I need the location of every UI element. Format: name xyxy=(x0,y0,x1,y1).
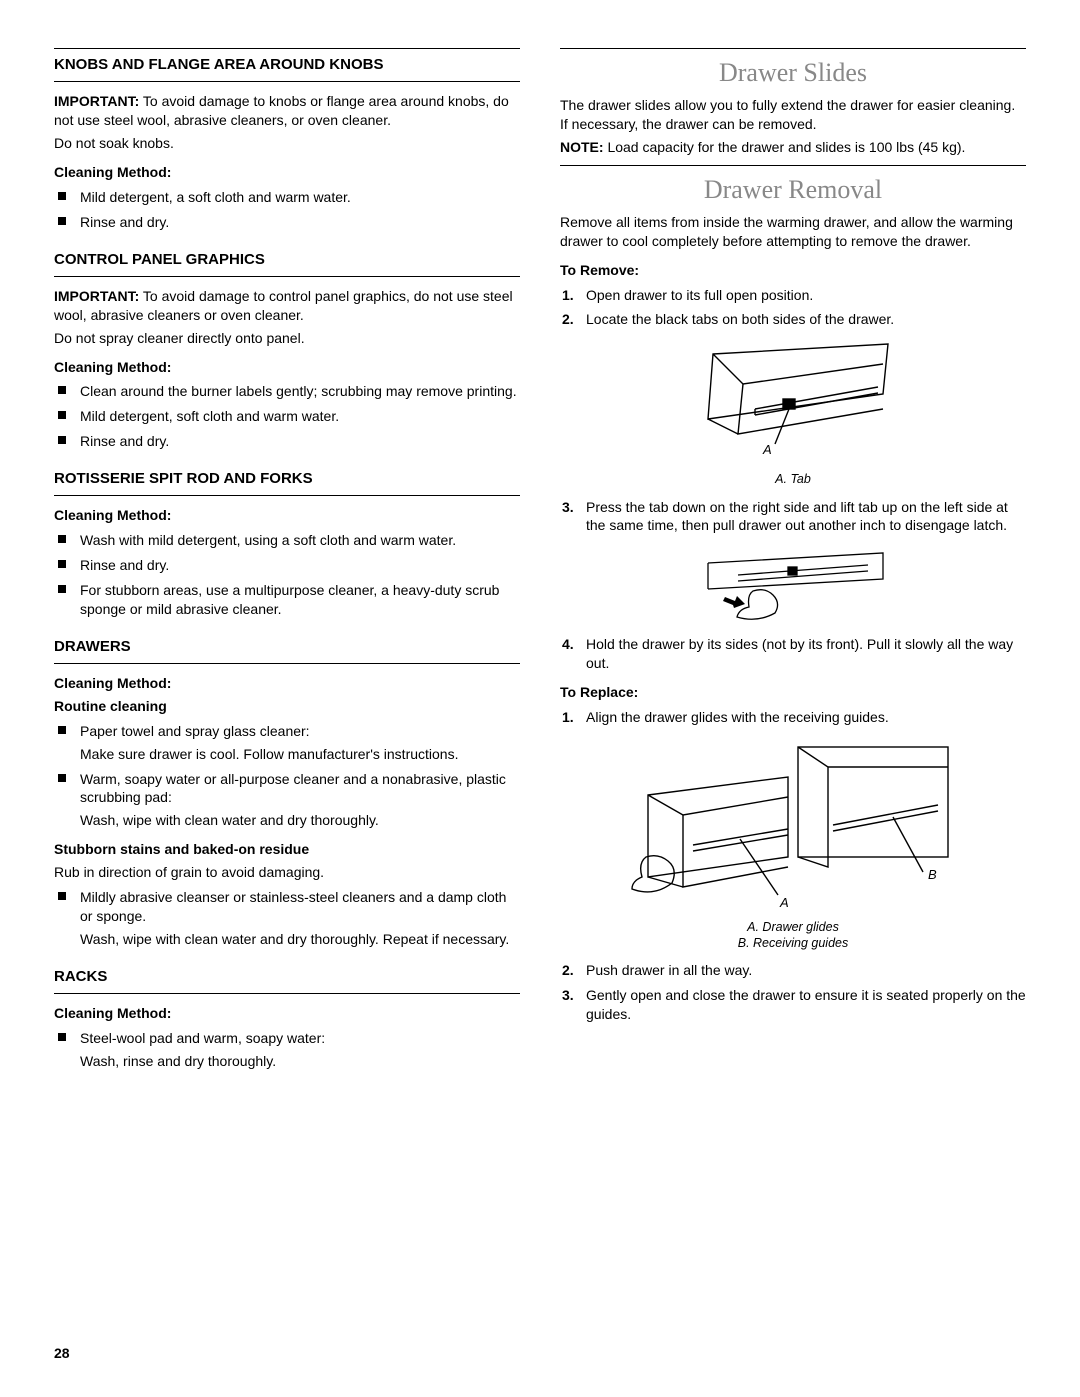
list-item: For stubborn areas, use a multipurpose c… xyxy=(54,581,520,619)
paragraph: IMPORTANT: To avoid damage to knobs or f… xyxy=(54,92,520,130)
list-item: Rinse and dry. xyxy=(54,432,520,451)
figure-caption: A. Drawer glides B. Receiving guides xyxy=(560,919,1026,952)
page-number: 28 xyxy=(54,1344,70,1363)
ordered-list: Align the drawer glides with the receivi… xyxy=(560,708,1026,727)
to-remove-label: To Remove: xyxy=(560,261,1026,280)
cleaning-method-label: Cleaning Method: xyxy=(54,506,520,525)
bullet-list: Wash with mild detergent, using a soft c… xyxy=(54,531,520,619)
left-column: KNOBS AND FLANGE AREA AROUND KNOBS IMPOR… xyxy=(54,48,520,1077)
paragraph: NOTE: Load capacity for the drawer and s… xyxy=(560,138,1026,157)
bullet-list: Mild detergent, a soft cloth and warm wa… xyxy=(54,188,520,232)
figure-drawer-tab: A A. Tab xyxy=(560,339,1026,487)
heading-racks: RACKS xyxy=(54,967,520,994)
ordered-list: Hold the drawer by its sides (not by its… xyxy=(560,635,1026,673)
right-column: Drawer Slides The drawer slides allow yo… xyxy=(560,48,1026,1077)
list-item: Clean around the burner labels gently; s… xyxy=(54,382,520,401)
bullet-list: Mildly abrasive cleanser or stainless-st… xyxy=(54,888,520,949)
routine-cleaning-label: Routine cleaning xyxy=(54,697,520,716)
list-item: Open drawer to its full open position. xyxy=(560,286,1026,305)
figure-label-b: B xyxy=(928,867,937,882)
cleaning-method-label: Cleaning Method: xyxy=(54,674,520,693)
heading-drawer-slides: Drawer Slides xyxy=(560,55,1026,90)
ordered-list: Press the tab down on the right side and… xyxy=(560,498,1026,536)
paragraph: IMPORTANT: To avoid damage to control pa… xyxy=(54,287,520,325)
figure-label-a: A xyxy=(762,442,772,457)
list-item: Rinse and dry. xyxy=(54,213,520,232)
list-item: Wash with mild detergent, using a soft c… xyxy=(54,531,520,550)
figure-drawer-glides: A B A. Drawer glides B. Receiving guides xyxy=(560,737,1026,952)
list-item: Mildly abrasive cleanser or stainless-st… xyxy=(54,888,520,949)
sub-text: Wash, wipe with clean water and dry thor… xyxy=(80,811,520,830)
bullet-list: Steel-wool pad and warm, soapy water: Wa… xyxy=(54,1029,520,1071)
sub-text: Make sure drawer is cool. Follow manufac… xyxy=(80,745,520,764)
list-item: Gently open and close the drawer to ensu… xyxy=(560,986,1026,1024)
list-item: Align the drawer glides with the receivi… xyxy=(560,708,1026,727)
list-item: Press the tab down on the right side and… xyxy=(560,498,1026,536)
cleaning-method-label: Cleaning Method: xyxy=(54,163,520,182)
cleaning-method-label: Cleaning Method: xyxy=(54,1004,520,1023)
heading-drawer-removal: Drawer Removal xyxy=(560,172,1026,207)
heading-rotisserie: ROTISSERIE SPIT ROD AND FORKS xyxy=(54,469,520,496)
bullet-list: Paper towel and spray glass cleaner: Mak… xyxy=(54,722,520,830)
ordered-list: Open drawer to its full open position. L… xyxy=(560,286,1026,330)
paragraph: Do not soak knobs. xyxy=(54,134,520,153)
list-item: Mild detergent, a soft cloth and warm wa… xyxy=(54,188,520,207)
list-item: Mild detergent, soft cloth and warm wate… xyxy=(54,407,520,426)
list-item: Steel-wool pad and warm, soapy water: Wa… xyxy=(54,1029,520,1071)
ordered-list: Push drawer in all the way. Gently open … xyxy=(560,961,1026,1024)
list-item: Warm, soapy water or all-purpose cleaner… xyxy=(54,770,520,831)
to-replace-label: To Replace: xyxy=(560,683,1026,702)
sub-text: Wash, rinse and dry thoroughly. xyxy=(80,1052,520,1071)
paragraph: Do not spray cleaner directly onto panel… xyxy=(54,329,520,348)
heading-knobs: KNOBS AND FLANGE AREA AROUND KNOBS xyxy=(54,55,520,82)
list-item: Push drawer in all the way. xyxy=(560,961,1026,980)
sub-text: Wash, wipe with clean water and dry thor… xyxy=(80,930,520,949)
bullet-list: Clean around the burner labels gently; s… xyxy=(54,382,520,451)
list-item: Paper towel and spray glass cleaner: Mak… xyxy=(54,722,520,764)
figure-caption: A. Tab xyxy=(560,471,1026,487)
heading-control-panel: CONTROL PANEL GRAPHICS xyxy=(54,250,520,277)
figure-label-a: A xyxy=(779,895,789,910)
stubborn-label: Stubborn stains and baked-on residue xyxy=(54,840,520,859)
paragraph: Rub in direction of grain to avoid damag… xyxy=(54,863,520,882)
list-item: Rinse and dry. xyxy=(54,556,520,575)
list-item: Locate the black tabs on both sides of t… xyxy=(560,310,1026,329)
paragraph: The drawer slides allow you to fully ext… xyxy=(560,96,1026,134)
heading-drawers: DRAWERS xyxy=(54,637,520,664)
cleaning-method-label: Cleaning Method: xyxy=(54,358,520,377)
figure-latch xyxy=(560,545,1026,625)
paragraph: Remove all items from inside the warming… xyxy=(560,213,1026,251)
list-item: Hold the drawer by its sides (not by its… xyxy=(560,635,1026,673)
